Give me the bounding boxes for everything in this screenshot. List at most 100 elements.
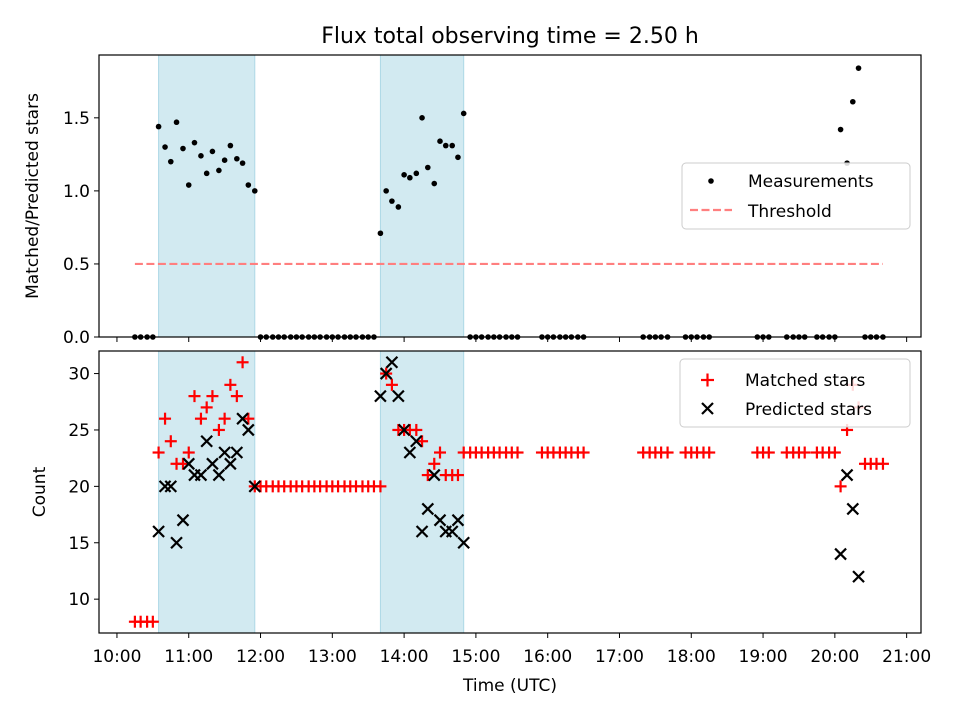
matched-star-point <box>374 480 387 493</box>
x-axis-label: Time (UTC) <box>462 676 557 696</box>
y-tick-label: 15 <box>68 534 90 554</box>
measurement-point <box>401 172 407 178</box>
matched-star-point <box>703 446 716 459</box>
matched-star-point <box>230 390 243 403</box>
predicted-star-point <box>385 356 399 369</box>
shaded-interval <box>158 54 256 338</box>
measurement-point <box>395 204 402 210</box>
x-tick-label: 10:00 <box>92 647 141 667</box>
legend-matched-label: Matched stars <box>745 371 865 391</box>
legend-threshold-label: Threshold <box>747 202 832 222</box>
predicted-star-point <box>852 570 865 583</box>
measurement-point <box>419 115 425 121</box>
predicted-star-point <box>403 446 417 459</box>
measurement-point <box>425 164 431 171</box>
y-tick-label: 30 <box>68 365 90 385</box>
predicted-star-stroke <box>218 446 231 459</box>
predicted-star-stroke <box>236 412 249 425</box>
y-tick-label: 25 <box>68 421 90 441</box>
matched-star-point <box>159 412 172 425</box>
measurement-point <box>209 148 216 155</box>
measurement-point <box>216 167 222 174</box>
matched-star-point <box>421 469 434 482</box>
predicted-star-point <box>433 513 447 527</box>
matched-star-point <box>876 457 889 470</box>
predicted-star-stroke <box>230 446 244 459</box>
measurement-point <box>442 142 449 149</box>
y-tick-label: 20 <box>68 477 90 497</box>
measurement-point <box>251 188 258 194</box>
predicted-star-point <box>248 480 262 493</box>
predicted-star-point <box>397 423 411 437</box>
ratio-panel: 0.0 0.5 1.0 1.5 Matched/Predicted stars <box>23 54 922 348</box>
x-tick-label: 19:00 <box>739 647 788 667</box>
measurement-point <box>173 119 180 126</box>
predicted-star-stroke <box>433 513 447 527</box>
y-tick-label: 1.0 <box>63 182 90 202</box>
predicted-star-stroke <box>152 525 165 538</box>
predicted-star-stroke <box>410 434 423 448</box>
predicted-star-stroke <box>397 423 411 437</box>
matched-star-point <box>416 435 429 448</box>
shaded-interval <box>379 350 465 634</box>
predicted-star-point <box>392 389 405 403</box>
matched-star-point <box>182 446 195 459</box>
matched-star-point <box>410 423 423 436</box>
predicted-star-point <box>200 434 213 448</box>
predicted-star-point <box>182 457 196 471</box>
predicted-star-point <box>176 513 190 527</box>
measurement-point <box>389 198 395 204</box>
predicted-star-stroke <box>834 547 847 561</box>
matched-star-point <box>434 446 447 459</box>
measurement-point <box>437 138 443 145</box>
matched-star-point <box>212 423 225 436</box>
predicted-star-stroke <box>451 513 465 527</box>
predicted-star-point <box>236 412 249 425</box>
predicted-star-point <box>451 513 465 527</box>
bottom-shaded-regions <box>158 350 465 634</box>
x-tick-label: 21:00 <box>882 647 931 667</box>
predicted-star-stroke <box>445 525 459 538</box>
matched-star-point <box>577 446 590 459</box>
measurement-point <box>180 145 186 152</box>
predicted-star-stroke <box>457 536 470 550</box>
x-tick-label: 11:00 <box>164 647 213 667</box>
predicted-star-stroke <box>374 389 387 403</box>
x-tick-label: 17:00 <box>595 647 644 667</box>
measurement-point <box>221 157 228 164</box>
legend-matched-marker <box>701 373 714 387</box>
measurement-point <box>203 170 210 177</box>
predicted-star-stroke <box>200 434 213 448</box>
predicted-star-point <box>224 457 237 471</box>
y-tick-label: 1.5 <box>63 109 90 129</box>
legend-measurements-label: Measurements <box>748 172 874 192</box>
predicted-star-stroke <box>182 457 196 471</box>
measurement-point <box>155 123 162 130</box>
measurement-point <box>407 174 413 181</box>
matched-star-point <box>164 435 177 448</box>
top-y-axis-label: Matched/Predicted stars <box>23 93 43 299</box>
predicted-star-point <box>230 446 244 459</box>
measurement-points <box>132 65 886 340</box>
top-y-axis: 0.0 0.5 1.0 1.5 <box>63 109 99 348</box>
legend-predicted-marker <box>701 402 714 415</box>
matched-star-point <box>224 378 237 391</box>
bottom-y-axis-label: Count <box>30 466 50 517</box>
shaded-interval <box>158 350 256 634</box>
top-plot-frame <box>98 54 922 338</box>
matched-star-point <box>798 446 811 459</box>
measurement-point <box>449 142 456 149</box>
predicted-star-stroke <box>164 480 178 493</box>
top-legend: Measurements Threshold <box>681 162 911 230</box>
predicted-star-point <box>410 434 423 448</box>
predicted-star-point <box>834 547 847 561</box>
predicted-star-point <box>445 525 459 538</box>
predicted-star-stroke <box>242 423 255 437</box>
predicted-star-stroke <box>852 570 865 583</box>
predicted-star-point <box>379 367 393 380</box>
y-tick-label: 10 <box>68 590 90 610</box>
measurement-point <box>413 170 420 177</box>
predicted-star-stroke <box>206 457 219 471</box>
measurement-point <box>227 142 234 149</box>
matched-star-point <box>152 446 165 459</box>
